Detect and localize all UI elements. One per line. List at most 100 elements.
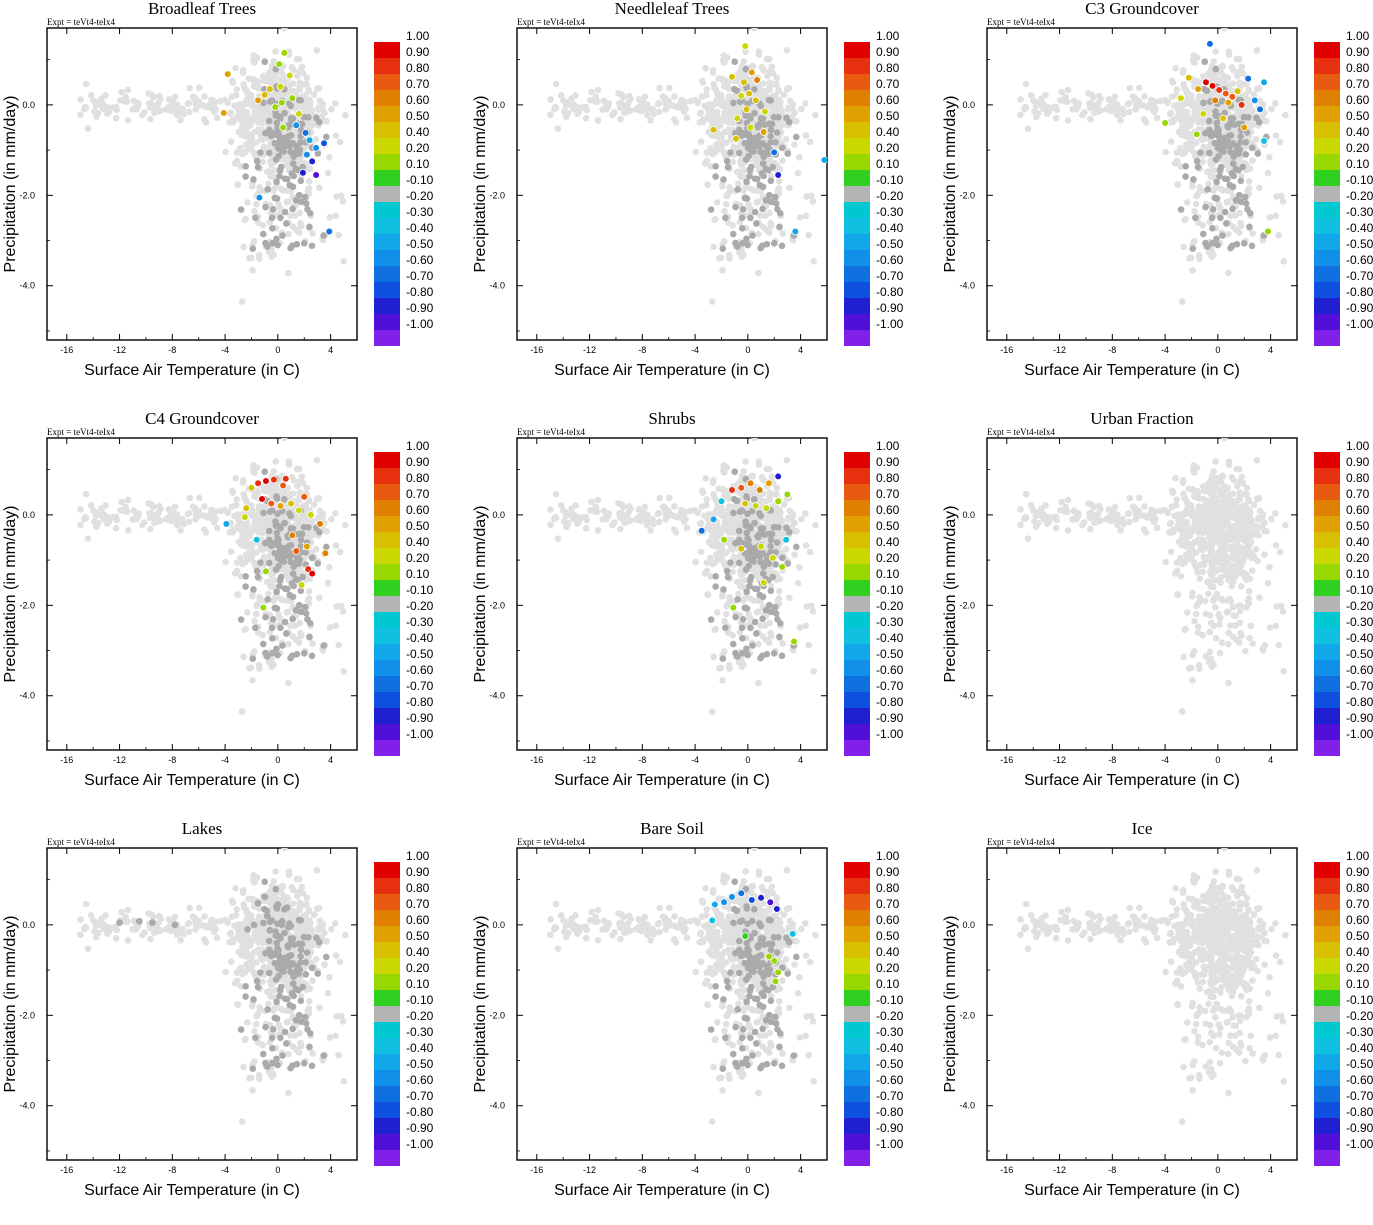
background-point	[1126, 109, 1133, 116]
neutral-point	[257, 559, 264, 566]
colorbar-label: 1.00	[406, 439, 430, 453]
background-point	[726, 594, 733, 601]
background-point	[296, 466, 303, 473]
colorbar: 1.000.900.800.700.600.500.400.200.10-0.1…	[1314, 29, 1373, 346]
neutral-point	[288, 132, 295, 139]
background-point	[1199, 222, 1206, 229]
neutral-point	[1204, 186, 1211, 193]
neutral-point	[1178, 206, 1185, 213]
y-tick-label: 0.0	[22, 100, 35, 110]
background-point	[618, 510, 625, 517]
neutral-point	[720, 176, 727, 183]
background-point	[186, 519, 193, 526]
neutral-point	[273, 178, 280, 185]
neutral-point	[276, 173, 283, 180]
background-point	[1176, 107, 1183, 114]
background-point	[313, 136, 320, 143]
colorbar-label: -0.90	[406, 711, 434, 725]
neutral-point	[1221, 135, 1228, 142]
neutral-point	[296, 531, 303, 538]
neutral-point	[746, 173, 753, 180]
data-point	[1209, 82, 1216, 89]
neutral-point	[281, 520, 288, 527]
background-point	[774, 530, 781, 537]
x-tick-label: -12	[583, 345, 596, 355]
background-point	[256, 255, 263, 262]
colorbar-swatch	[374, 532, 400, 548]
background-point	[726, 503, 733, 510]
colorbar-swatch	[1314, 42, 1340, 58]
background-point	[118, 89, 125, 96]
background-point	[85, 125, 92, 132]
neutral-point	[760, 570, 767, 577]
colorbar-label: -0.40	[1346, 221, 1373, 235]
background-point	[1234, 73, 1241, 80]
background-point	[723, 193, 730, 200]
neutral-point	[712, 163, 719, 170]
neutral-point	[269, 240, 276, 247]
background-point	[1081, 109, 1088, 116]
data-point	[263, 478, 270, 485]
background-point	[547, 96, 554, 103]
background-point	[1196, 93, 1203, 100]
neutral-point	[1216, 173, 1223, 180]
data-point	[742, 43, 749, 50]
background-point	[726, 665, 733, 672]
neutral-point	[260, 641, 267, 648]
neutral-point	[250, 586, 257, 593]
neutral-point	[1238, 178, 1245, 185]
background-point	[332, 510, 339, 517]
neutral-point	[290, 583, 297, 590]
background-point	[1065, 87, 1072, 94]
neutral-point	[1223, 220, 1230, 227]
background-point	[110, 514, 117, 521]
background-point	[224, 99, 231, 106]
neutral-point	[720, 586, 727, 593]
neutral-point	[261, 468, 268, 475]
neutral-point	[272, 540, 279, 547]
background-point	[699, 93, 706, 100]
background-point	[232, 65, 239, 72]
colorbar-swatch	[1314, 138, 1340, 154]
background-point	[710, 477, 717, 484]
background-point	[133, 101, 140, 108]
neutral-point	[283, 220, 290, 227]
background-point	[723, 549, 730, 556]
neutral-point	[760, 173, 767, 180]
background-point	[1040, 101, 1047, 108]
colorbar-label: -0.70	[406, 269, 434, 283]
neutral-point	[749, 232, 756, 239]
background-point	[595, 87, 602, 94]
colorbar-swatch	[844, 186, 870, 202]
background-point	[737, 583, 744, 590]
background-point	[327, 624, 334, 631]
neutral-point	[283, 630, 290, 637]
data-point	[1185, 74, 1192, 81]
background-point	[236, 129, 243, 136]
background-point	[332, 100, 339, 107]
background-point	[587, 97, 594, 104]
background-point	[681, 519, 688, 526]
data-point	[286, 72, 293, 79]
background-point	[1272, 100, 1279, 107]
data-point	[256, 194, 263, 201]
neutral-point	[271, 605, 278, 612]
neutral-point	[266, 560, 273, 567]
background-point	[723, 201, 730, 208]
background-point	[196, 495, 203, 502]
neutral-point	[760, 160, 767, 167]
background-point	[656, 85, 663, 92]
neutral-point	[727, 559, 734, 566]
data-point	[1234, 88, 1241, 95]
data-point	[747, 124, 754, 131]
background-point	[710, 244, 717, 251]
background-point	[698, 520, 705, 527]
neutral-point	[1221, 143, 1228, 150]
neutral-point	[1241, 240, 1248, 247]
background-point	[714, 524, 721, 531]
y-tick-label: -4.0	[19, 281, 35, 291]
colorbar-swatch	[1314, 202, 1340, 218]
neutral-point	[262, 240, 269, 247]
background-point	[784, 47, 791, 54]
